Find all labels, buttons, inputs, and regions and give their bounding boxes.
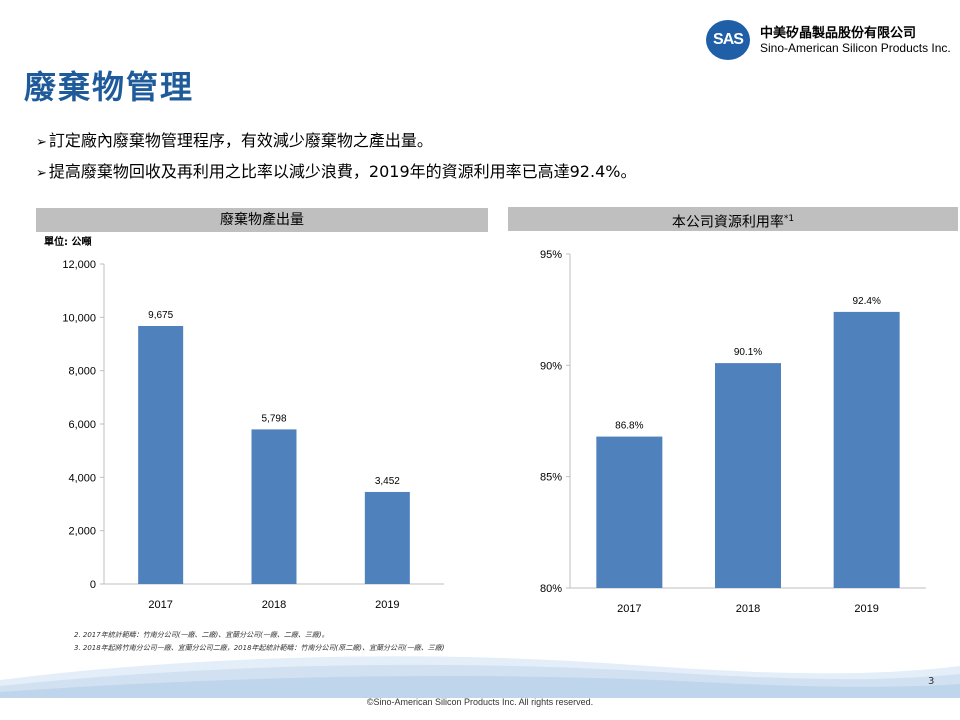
bar (251, 429, 297, 584)
x-tick-label: 2017 (617, 603, 641, 615)
x-tick-label: 2019 (375, 599, 399, 611)
y-tick-label: 6,000 (68, 419, 96, 431)
data-label: 9,675 (148, 310, 173, 321)
bar (138, 326, 184, 584)
page-number: 3 (928, 676, 935, 687)
data-label: 3,452 (375, 476, 400, 487)
bullet-item: ➢ 訂定廠內廢棄物管理程序，有效減少廢棄物之產出量。 (36, 126, 636, 157)
data-label: 90.1% (734, 347, 762, 358)
y-tick-label: 80% (540, 583, 562, 595)
data-label: 5,798 (261, 413, 286, 424)
bar (364, 491, 410, 584)
y-tick-label: 12,000 (62, 259, 96, 271)
y-tick-label: 4,000 (68, 472, 96, 484)
waste-output-chart: 0 2,000 4,000 6,000 8,000 10,000 12,000 9,675 20… (62, 259, 444, 611)
bullet-text: 提高廢棄物回收及再利用之比率以減少浪費，2019年的資源利用率已高達92.4%。 (48, 162, 637, 181)
x-tick-label: 2018 (736, 603, 760, 615)
arrow-right-icon: ➢ (36, 135, 47, 150)
company-name-en: Sino-American Silicon Products Inc. (760, 41, 951, 55)
y-tick-label: 90% (540, 360, 562, 372)
bar (596, 436, 663, 588)
x-tick-label: 2018 (262, 599, 286, 611)
utilization-header-footnote: *1 (783, 214, 795, 224)
y-tick-label: 8,000 (68, 366, 96, 378)
bar (833, 311, 900, 588)
bullet-item: ➢ 提高廢棄物回收及再利用之比率以減少浪費，2019年的資源利用率已高達92.4%… (36, 157, 636, 188)
y-tick-label: 95% (540, 249, 562, 261)
company-logo: SAS 中美矽晶製品股份有限公司 Sino-American Silicon P… (706, 20, 951, 62)
y-tick-label: 2,000 (68, 526, 96, 538)
footnote-3: 3. 2018年起將竹南分公司一廠、宜蘭分公司二廠，2018年起統計範疇：竹南分… (74, 644, 445, 652)
sas-logo-mark: SAS (706, 20, 750, 60)
utilization-chart-header: 本公司資源利用率*1 (508, 207, 958, 231)
x-tick-label: 2017 (148, 599, 172, 611)
arrow-right-icon: ➢ (36, 166, 47, 181)
unit-label: 單位: 公噸 (44, 237, 92, 248)
footnote-2: 2. 2017年統計範疇：竹南分公司(一廠、二廠)、宜蘭分公司(一廠、二廠、三廠… (74, 631, 329, 639)
data-label: 92.4% (852, 296, 880, 307)
bullet-list: ➢ 訂定廠內廢棄物管理程序，有效減少廢棄物之產出量。 ➢ 提高廢棄物回收及再利用之比… (36, 126, 636, 188)
utilization-rate-chart: 80% 85% 90% 95% 86.8% 2017 90.1% 2018 92.4% 2019 (540, 249, 926, 615)
page-title: 廢棄物管理 (24, 68, 195, 106)
utilization-header-text: 本公司資源利用率 (671, 214, 784, 231)
bar (715, 363, 781, 588)
decorative-wave (0, 656, 960, 698)
y-tick-label: 10,000 (62, 312, 96, 324)
copyright-text: ©Sino-American Silicon Products Inc. All… (366, 697, 594, 707)
data-label: 86.8% (615, 421, 643, 432)
company-name-zh: 中美矽晶製品股份有限公司 (760, 26, 917, 41)
y-tick-label: 0 (90, 579, 96, 591)
waste-chart-header: 廢棄物產出量 (36, 208, 488, 232)
y-tick-label: 85% (540, 472, 562, 484)
x-tick-label: 2019 (854, 603, 878, 615)
bullet-text: 訂定廠內廢棄物管理程序，有效減少廢棄物之產出量。 (48, 131, 433, 150)
